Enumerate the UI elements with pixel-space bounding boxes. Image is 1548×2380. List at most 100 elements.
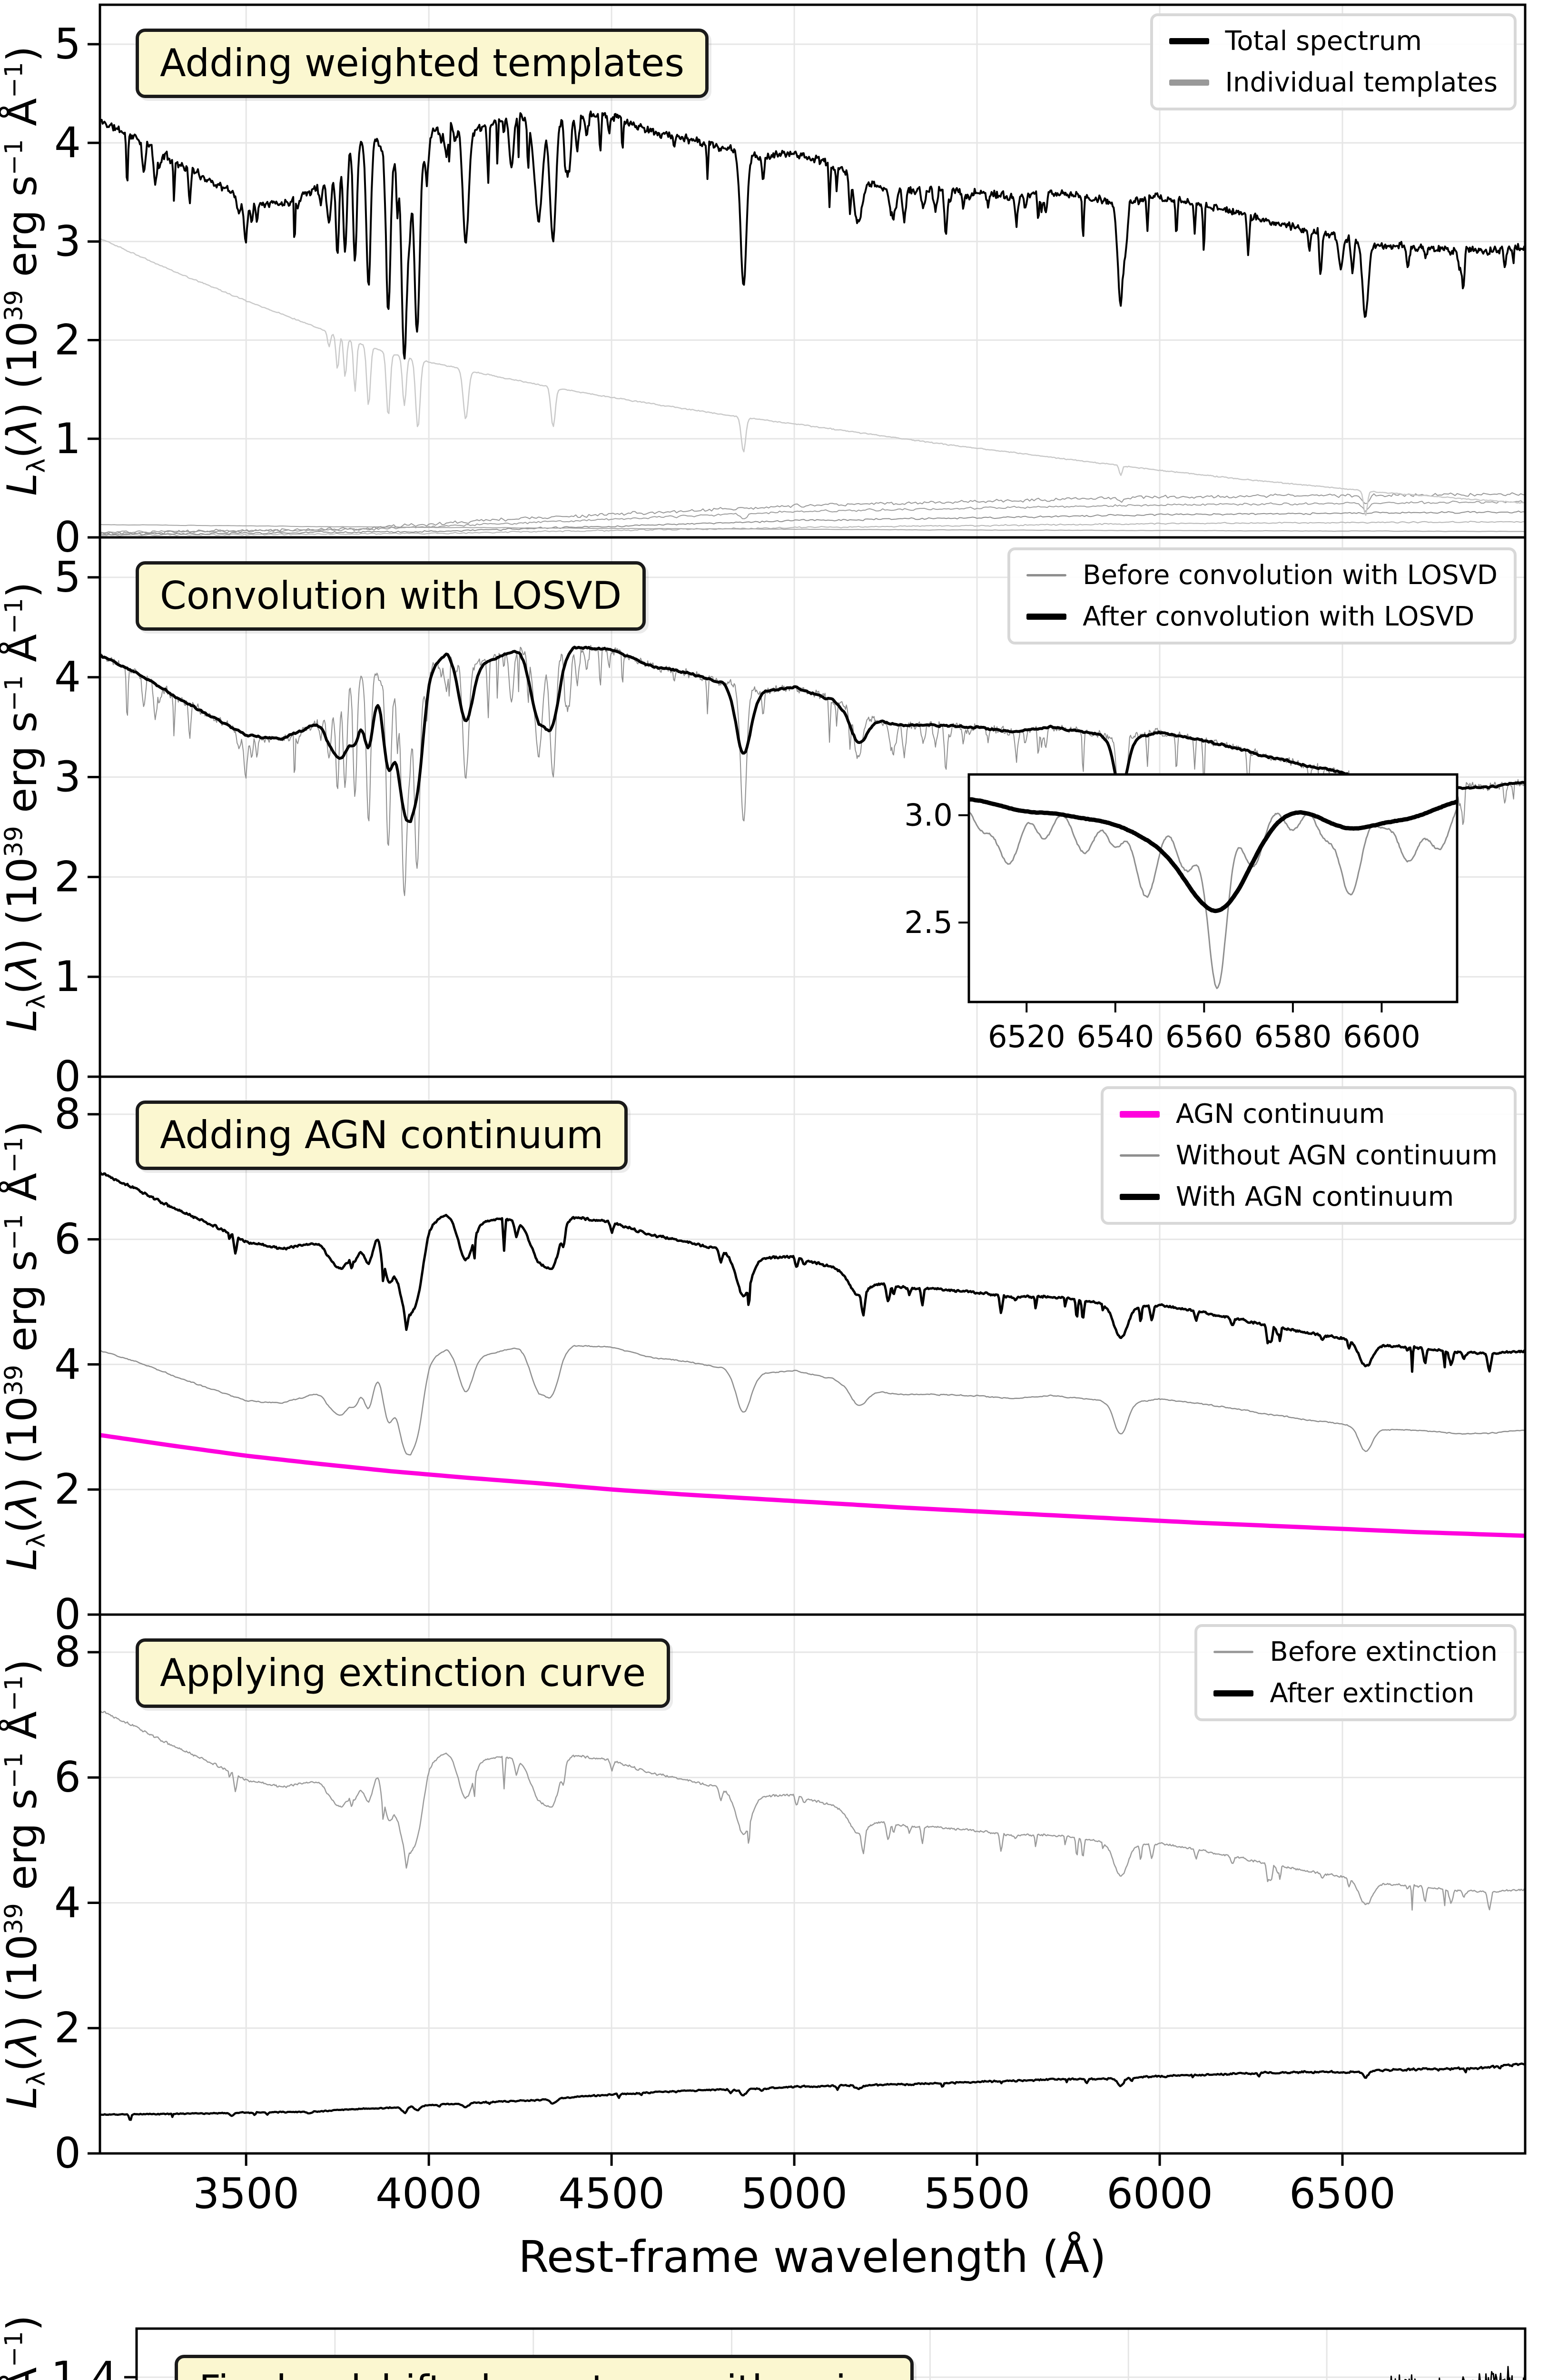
- panel-4-series: [100, 1709, 1525, 2121]
- axes-frame: [135, 2327, 1527, 2380]
- y-ticks: 0 1 2 3 4 5: [54, 20, 100, 562]
- panel-3-series: [100, 1170, 1525, 1538]
- series-with_agn: [100, 1170, 1525, 1373]
- x-ticks: 3500 4000 4500 5000 5500 6000 6500: [193, 2153, 1396, 2218]
- legend-line-swatch: [1213, 1690, 1254, 1696]
- y-tick-label: 0: [54, 2129, 81, 2178]
- panel-1-series: [100, 110, 1525, 536]
- legend-item: Individual templates: [1169, 67, 1498, 98]
- panel-4: 0 2 4 6 8 3500 4000 4500 5000 5500 6000 6500: [54, 1613, 1527, 2218]
- series-template_old: [100, 237, 1525, 516]
- y-axis-label-text: Lλ(λ) (1039 erg s−1 Å−1): [0, 582, 51, 1032]
- y-axis-label-text: Lλ(λ) (1039 erg s−1 Å−1): [0, 1659, 51, 2109]
- legend-label: Before convolution with LOSVD: [1083, 560, 1498, 591]
- legend-line-swatch: [1026, 574, 1067, 576]
- legend-item: Total spectrum: [1169, 26, 1498, 57]
- legend-label: Without AGN continuum: [1175, 1140, 1498, 1171]
- series-tmplE: [100, 492, 1525, 535]
- inset-x-tick-label: 6540: [1076, 1020, 1154, 1055]
- panel-1-title: Adding weighted templates: [136, 29, 709, 98]
- legend-line-swatch: [1169, 38, 1209, 44]
- y-axis-label-text: Lλ(λ) (1039 erg s−1 Å−1): [0, 2315, 46, 2380]
- legend-item: With AGN continuum: [1119, 1181, 1498, 1212]
- series-inset_after: [969, 797, 1457, 913]
- legend-item: Without AGN continuum: [1119, 1140, 1498, 1171]
- y-tick-label: 1.4: [51, 2352, 118, 2380]
- y-ticks: 0 2 4 6 8: [54, 1090, 100, 1639]
- y-ticks: 0.40.60.81.01.21.4: [51, 2352, 137, 2380]
- y-tick-label: 0: [54, 1590, 81, 1639]
- panel-2: 0 1 2 3 4 5 6520 6540 6560 6580 6600 3.0 2.5: [54, 536, 1527, 1101]
- inset-y-tick-label: 2.5: [904, 905, 953, 941]
- legend-label: After extinction: [1270, 1678, 1475, 1709]
- inset-zoom-halpha: 6520 6540 6560 6580 6600 3.0 2.5: [904, 773, 1459, 1055]
- series-convolved: [100, 1345, 1525, 1456]
- legend-panel-2: Before convolution with LOSVD After convo…: [1007, 547, 1517, 645]
- inset-y-tick-label: 3.0: [904, 798, 953, 833]
- y-tick-label: 2: [54, 852, 81, 901]
- legend-label: Before extinction: [1270, 1636, 1498, 1667]
- series-convolved: [100, 645, 1525, 823]
- y-tick-label: 5: [54, 553, 81, 602]
- series-after_ext: [100, 2062, 1525, 2121]
- legend-line-swatch: [1119, 1194, 1160, 1200]
- inset-x-tick-label: 6600: [1343, 1020, 1420, 1055]
- legend-panel-1: Total spectrum Individual templates: [1150, 13, 1517, 110]
- legend-line-swatch: [1119, 1154, 1160, 1157]
- y-tick-label: 3: [54, 753, 81, 802]
- y-tick-label: 6: [54, 1215, 81, 1264]
- x-tick-label: 5000: [741, 2169, 848, 2218]
- series-agn: [100, 1433, 1525, 1538]
- y-tick-label: 0: [54, 513, 81, 562]
- inset-frame: [967, 773, 1459, 1003]
- y-tick-label: 4: [54, 1339, 81, 1388]
- legend-line-swatch: [1026, 614, 1067, 620]
- y-tick-label: 8: [54, 1090, 81, 1139]
- y-tick-label: 1: [54, 952, 81, 1001]
- inset-x-tick-label: 6580: [1254, 1020, 1331, 1055]
- y-ticks: 0 2 4 6 8: [54, 1627, 100, 2178]
- legend-panel-3: AGN continuum Without AGN continuum With A…: [1100, 1086, 1517, 1225]
- y-tick-label: 4: [54, 653, 81, 702]
- y-tick-label: 5: [54, 20, 81, 69]
- x-tick-label: 3500: [193, 2169, 299, 2218]
- legend-item: After extinction: [1213, 1678, 1498, 1709]
- legend-item: AGN continuum: [1119, 1099, 1498, 1130]
- axes-frame: [99, 1613, 1527, 2155]
- panel-3-title: Adding AGN continuum: [136, 1101, 628, 1170]
- y-tick-label: 2: [54, 316, 81, 365]
- y-tick-label: 1: [54, 414, 81, 463]
- legend-item: Before convolution with LOSVD: [1026, 560, 1498, 591]
- series-tmplC: [100, 521, 1525, 536]
- y-tick-label: 2: [54, 1465, 81, 1514]
- legend-label: Individual templates: [1225, 67, 1498, 98]
- x-tick-label: 5500: [924, 2169, 1030, 2218]
- x-tick-label: 4000: [375, 2169, 482, 2218]
- legend-line-swatch: [1169, 79, 1209, 86]
- y-axis-label-text: Lλ(λ) (1039 erg s−1 Å−1): [0, 46, 51, 496]
- y-tick-label: 4: [54, 118, 81, 167]
- y-ticks: 0 1 2 3 4 5: [54, 553, 100, 1101]
- y-axis-label-text: Lλ(λ) (1039 erg s−1 Å−1): [0, 1121, 51, 1571]
- y-tick-label: 4: [54, 1878, 81, 1927]
- x-tick-label: 6000: [1106, 2169, 1213, 2218]
- y-tick-label: 3: [54, 217, 81, 266]
- inset-x-tick-label: 6520: [988, 1020, 1065, 1055]
- legend-line-swatch: [1213, 1651, 1254, 1653]
- series-total: [100, 110, 1525, 360]
- y-tick-label: 0: [54, 1052, 81, 1101]
- panel-2-series: [100, 645, 1525, 896]
- legend-item: After convolution with LOSVD: [1026, 601, 1498, 632]
- x-tick-label: 6500: [1289, 2169, 1396, 2218]
- x-axis-label-rest-frame: Rest-frame wavelength (Å): [518, 2231, 1106, 2282]
- inset-series: [969, 797, 1457, 989]
- legend-label: AGN continuum: [1175, 1099, 1385, 1130]
- series-tmplD: [100, 524, 1525, 532]
- legend-panel-4: Before extinction After extinction: [1194, 1624, 1517, 1721]
- legend-label: Total spectrum: [1225, 26, 1422, 57]
- legend-item: Before extinction: [1213, 1636, 1498, 1667]
- panel-4-title: Applying extinction curve: [136, 1638, 670, 1708]
- legend-label: After convolution with LOSVD: [1083, 601, 1475, 632]
- x-tick-label: 4500: [558, 2169, 665, 2218]
